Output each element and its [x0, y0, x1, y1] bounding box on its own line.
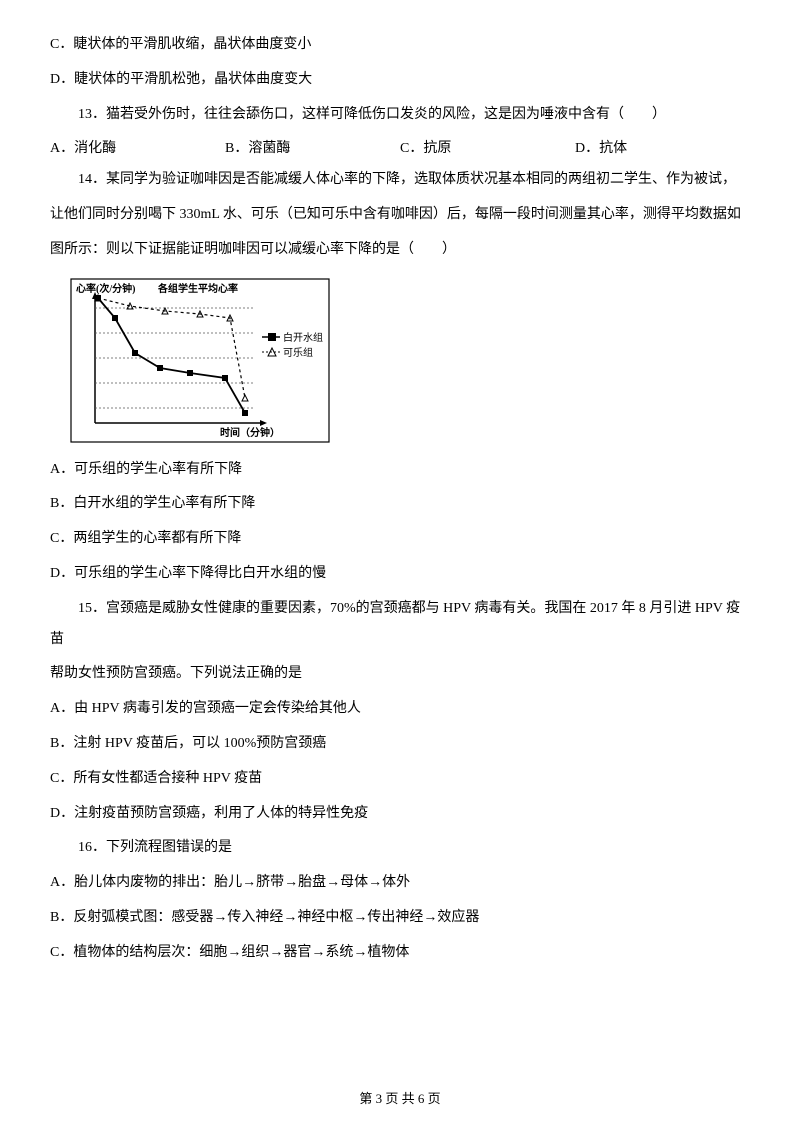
q15-stem-1: 15．宫颈癌是威胁女性健康的重要因素，70%的宫颈癌都与 HPV 病毒有关。我国… [50, 594, 750, 656]
svg-text:各组学生平均心率: 各组学生平均心率 [157, 282, 238, 295]
svg-text:可乐组: 可乐组 [283, 346, 313, 359]
q16-a: A．胎儿体内废物的排出：胎儿→脐带→胎盘→母体→体外 [50, 868, 750, 899]
q14-b: B．白开水组的学生心率有所下降 [50, 489, 750, 520]
q13-c: C．抗原 [400, 134, 575, 165]
q15-c: C．所有女性都适合接种 HPV 疫苗 [50, 764, 750, 795]
q13-d: D．抗体 [575, 134, 750, 165]
q16-stem: 16．下列流程图错误的是 [50, 833, 750, 864]
q14-stem-3: 图所示：则以下证据能证明咖啡因可以减缓心率下降的是（ ） [50, 235, 750, 266]
q16-b: B．反射弧模式图：感受器→传入神经→神经中枢→传出神经→效应器 [50, 903, 750, 934]
q14-stem-1: 14．某同学为验证咖啡因是否能减缓人体心率的下降，选取体质状况基本相同的两组初二… [50, 165, 750, 196]
q15-a: A．由 HPV 病毒引发的宫颈癌一定会传染给其他人 [50, 694, 750, 725]
q15-b: B．注射 HPV 疫苗后，可以 100%预防宫颈癌 [50, 729, 750, 760]
page-footer: 第 3 页 共 6 页 [0, 1085, 800, 1114]
q13-a: A．消化酶 [50, 134, 225, 165]
q14-chart: 心率(次/分钟) 各组学生平均心率白开水组可乐组时间（分钟） [70, 278, 330, 443]
q14-a: A．可乐组的学生心率有所下降 [50, 455, 750, 486]
q13-options: A．消化酶 B．溶菌酶 C．抗原 D．抗体 [50, 134, 750, 165]
q14-c: C．两组学生的心率都有所下降 [50, 524, 750, 555]
svg-text:时间（分钟）: 时间（分钟） [220, 426, 280, 439]
prev-option-c: C．睫状体的平滑肌收缩，晶状体曲度变小 [50, 30, 750, 61]
svg-text:心率(次/分钟): 心率(次/分钟) [76, 282, 135, 295]
q15-d: D．注射疫苗预防宫颈癌，利用了人体的特异性免疫 [50, 799, 750, 830]
q14-stem-2: 让他们同时分别喝下 330mL 水、可乐（已知可乐中含有咖啡因）后，每隔一段时间… [50, 200, 750, 231]
q14-d: D．可乐组的学生心率下降得比白开水组的慢 [50, 559, 750, 590]
svg-text:白开水组: 白开水组 [283, 331, 323, 344]
q13-b: B．溶菌酶 [225, 134, 400, 165]
q16-c: C．植物体的结构层次：细胞→组织→器官→系统→植物体 [50, 938, 750, 969]
prev-option-d: D．睫状体的平滑肌松弛，晶状体曲度变大 [50, 65, 750, 96]
q15-stem-2: 帮助女性预防宫颈癌。下列说法正确的是 [50, 659, 750, 690]
q13-stem: 13．猫若受外伤时，往往会舔伤口，这样可降低伤口发炎的风险，这是因为唾液中含有（… [50, 100, 750, 131]
